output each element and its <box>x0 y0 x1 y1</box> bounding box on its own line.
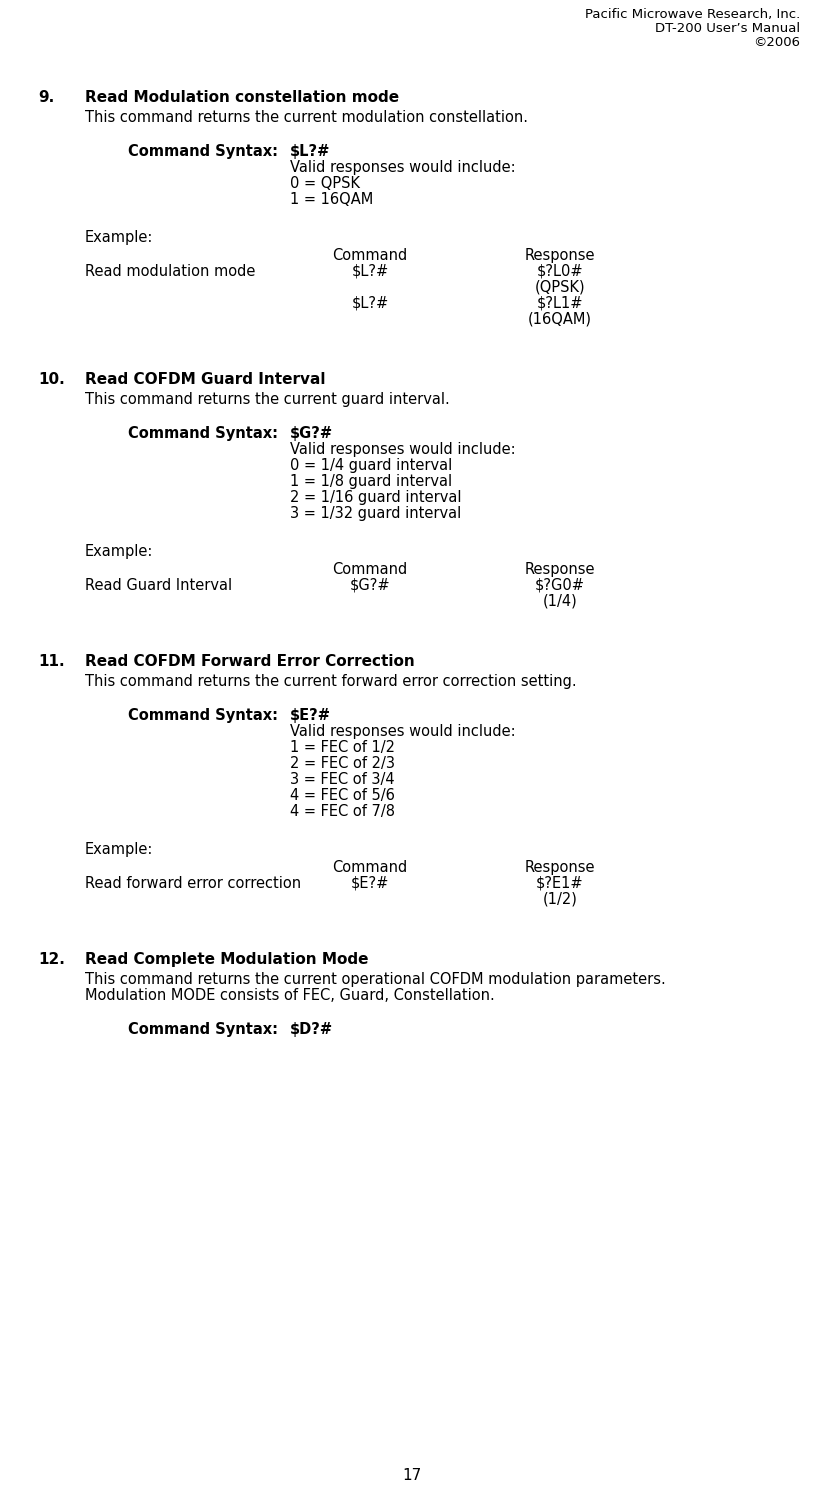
Text: (16QAM): (16QAM) <box>528 311 592 326</box>
Text: $G?#: $G?# <box>290 426 333 441</box>
Text: Command Syntax:: Command Syntax: <box>128 426 278 441</box>
Text: $?E1#: $?E1# <box>536 876 584 891</box>
Text: 2 = FEC of 2/3: 2 = FEC of 2/3 <box>290 755 395 770</box>
Text: This command returns the current guard interval.: This command returns the current guard i… <box>85 392 450 407</box>
Text: 4 = FEC of 5/6: 4 = FEC of 5/6 <box>290 788 395 803</box>
Text: $E?#: $E?# <box>351 876 389 891</box>
Text: Command Syntax:: Command Syntax: <box>128 145 278 159</box>
Text: $L?#: $L?# <box>351 264 389 279</box>
Text: Read COFDM Guard Interval: Read COFDM Guard Interval <box>85 372 325 387</box>
Text: Read Guard Interval: Read Guard Interval <box>85 578 232 593</box>
Text: Example:: Example: <box>85 544 153 559</box>
Text: 11.: 11. <box>38 654 64 669</box>
Text: Command: Command <box>332 562 408 577</box>
Text: $?L0#: $?L0# <box>536 264 583 279</box>
Text: 1 = 1/8 guard interval: 1 = 1/8 guard interval <box>290 474 452 489</box>
Text: This command returns the current modulation constellation.: This command returns the current modulat… <box>85 110 528 125</box>
Text: $E?#: $E?# <box>290 708 331 723</box>
Text: 1 = 16QAM: 1 = 16QAM <box>290 192 373 207</box>
Text: Modulation MODE consists of FEC, Guard, Constellation.: Modulation MODE consists of FEC, Guard, … <box>85 988 494 1003</box>
Text: Pacific Microwave Research, Inc.: Pacific Microwave Research, Inc. <box>585 7 800 21</box>
Text: $D?#: $D?# <box>290 1022 333 1037</box>
Text: 0 = 1/4 guard interval: 0 = 1/4 guard interval <box>290 457 452 472</box>
Text: 12.: 12. <box>38 952 65 967</box>
Text: Command: Command <box>332 860 408 875</box>
Text: 0 = QPSK: 0 = QPSK <box>290 176 360 191</box>
Text: 9.: 9. <box>38 89 54 104</box>
Text: Read COFDM Forward Error Correction: Read COFDM Forward Error Correction <box>85 654 414 669</box>
Text: Command Syntax:: Command Syntax: <box>128 1022 278 1037</box>
Text: Valid responses would include:: Valid responses would include: <box>290 443 516 457</box>
Text: ©2006: ©2006 <box>753 36 800 49</box>
Text: $?G0#: $?G0# <box>535 578 585 593</box>
Text: 1 = FEC of 1/2: 1 = FEC of 1/2 <box>290 741 395 755</box>
Text: Example:: Example: <box>85 842 153 857</box>
Text: 17: 17 <box>402 1468 422 1483</box>
Text: Example:: Example: <box>85 229 153 244</box>
Text: Command: Command <box>332 247 408 264</box>
Text: Read Complete Modulation Mode: Read Complete Modulation Mode <box>85 952 368 967</box>
Text: Command Syntax:: Command Syntax: <box>128 708 278 723</box>
Text: This command returns the current forward error correction setting.: This command returns the current forward… <box>85 673 577 688</box>
Text: $?L1#: $?L1# <box>536 297 583 311</box>
Text: 3 = FEC of 3/4: 3 = FEC of 3/4 <box>290 772 395 787</box>
Text: Read Modulation constellation mode: Read Modulation constellation mode <box>85 89 399 104</box>
Text: (1/2): (1/2) <box>542 893 578 907</box>
Text: 2 = 1/16 guard interval: 2 = 1/16 guard interval <box>290 490 461 505</box>
Text: $G?#: $G?# <box>349 578 391 593</box>
Text: Read modulation mode: Read modulation mode <box>85 264 255 279</box>
Text: $L?#: $L?# <box>351 297 389 311</box>
Text: (1/4): (1/4) <box>543 595 578 609</box>
Text: Response: Response <box>525 860 595 875</box>
Text: 3 = 1/32 guard interval: 3 = 1/32 guard interval <box>290 507 461 522</box>
Text: 4 = FEC of 7/8: 4 = FEC of 7/8 <box>290 805 395 820</box>
Text: $L?#: $L?# <box>290 145 330 159</box>
Text: DT-200 User’s Manual: DT-200 User’s Manual <box>655 22 800 34</box>
Text: Response: Response <box>525 562 595 577</box>
Text: 10.: 10. <box>38 372 65 387</box>
Text: Response: Response <box>525 247 595 264</box>
Text: This command returns the current operational COFDM modulation parameters.: This command returns the current operati… <box>85 971 666 986</box>
Text: Valid responses would include:: Valid responses would include: <box>290 724 516 739</box>
Text: Read forward error correction: Read forward error correction <box>85 876 301 891</box>
Text: Valid responses would include:: Valid responses would include: <box>290 159 516 174</box>
Text: (QPSK): (QPSK) <box>535 280 585 295</box>
